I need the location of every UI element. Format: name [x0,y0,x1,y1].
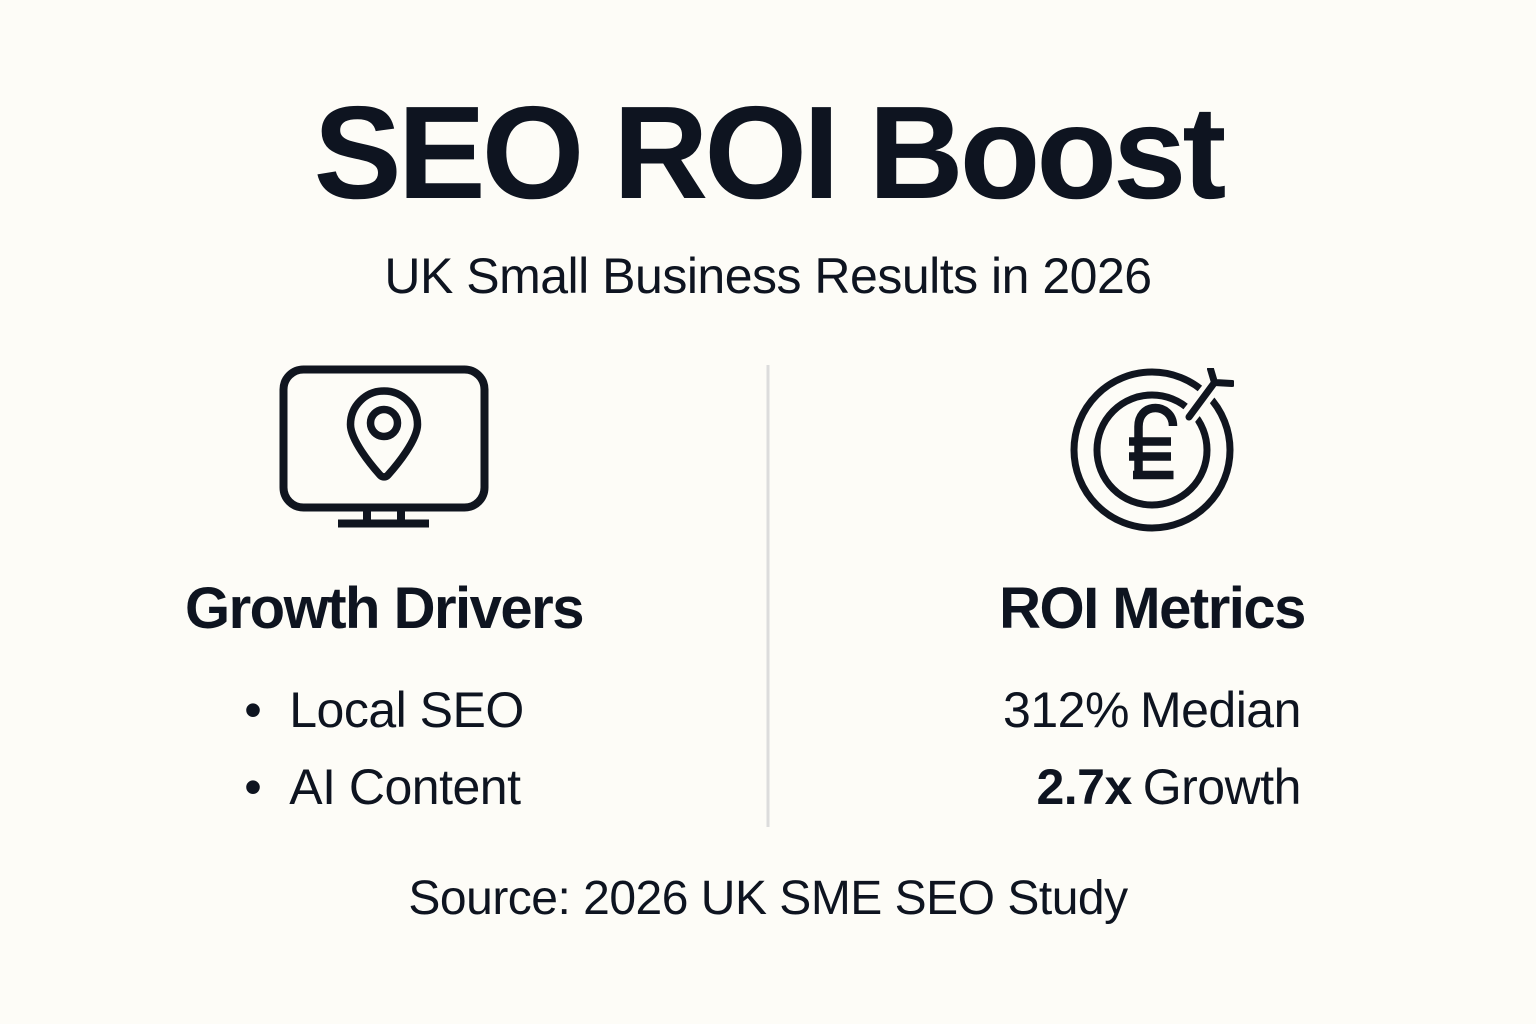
content-columns: Growth Drivers Local SEO AI Content £ [0,364,1536,827]
roi-metrics-heading: ROI Metrics [999,575,1306,641]
metric-growth: 2.7x Growth [1003,749,1301,827]
page-title: SEO ROI Boost [313,79,1227,226]
column-divider [766,364,770,827]
pound-symbol: £ [1129,403,1178,480]
metric-median-value: 312% [1003,681,1129,738]
metric-median: 312% Median [1003,672,1301,750]
list-item: Local SEO [244,672,524,750]
growth-drivers-column: Growth Drivers Local SEO AI Content [0,365,768,827]
list-item: AI Content [244,749,524,827]
dart-arrow [1185,368,1234,421]
page-subtitle: UK Small Business Results in 2026 [384,247,1152,304]
metric-growth-label: Growth [1142,759,1302,816]
roi-metrics-values: 312% Median 2.7x Growth [1003,672,1301,827]
growth-drivers-heading: Growth Drivers [185,575,585,641]
growth-drivers-list: Local SEO AI Content [244,672,524,827]
metric-median-label: Median [1139,681,1302,738]
metric-growth-value: 2.7x [1036,759,1132,816]
monitor-location-icon-svg [279,365,489,528]
monitor-location-icon [279,365,489,536]
target-pound-icon: £ [1070,365,1234,536]
target-pound-icon-svg: £ [1070,368,1234,532]
source-note: Source: 2026 UK SME SEO Study [408,871,1128,925]
